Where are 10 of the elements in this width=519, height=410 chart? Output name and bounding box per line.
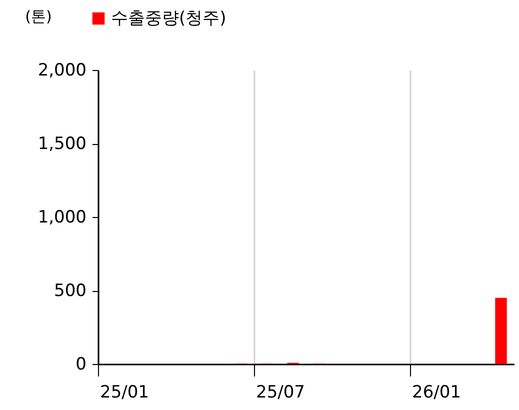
y-axis-title: (톤)	[25, 8, 52, 26]
x-tick-label: 25/07	[256, 382, 305, 402]
y-tick-label: 1,000	[38, 208, 86, 228]
y-tick-label: 2,000	[38, 60, 86, 80]
legend-label: 수출중량(청주)	[111, 8, 226, 28]
x-tick-label: 25/01	[100, 382, 149, 402]
x-tick-label: 26/01	[412, 382, 461, 402]
y-tick-label: 0	[76, 354, 86, 374]
y-tick-label: 500	[54, 281, 86, 301]
y-tick-label: 1,500	[38, 134, 86, 154]
